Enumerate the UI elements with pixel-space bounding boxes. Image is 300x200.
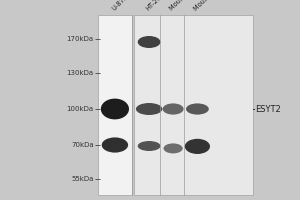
Ellipse shape: [136, 103, 162, 115]
FancyBboxPatch shape: [134, 15, 253, 195]
Ellipse shape: [164, 143, 183, 153]
Text: U-87MG: U-87MG: [111, 0, 134, 12]
Text: 170kDa: 170kDa: [67, 36, 94, 42]
Text: 70kDa: 70kDa: [71, 142, 94, 148]
Ellipse shape: [185, 139, 210, 154]
Text: Mouse liver: Mouse liver: [169, 0, 200, 12]
Ellipse shape: [163, 103, 184, 115]
Text: ESYT2: ESYT2: [256, 104, 281, 114]
Ellipse shape: [138, 141, 161, 151]
Ellipse shape: [186, 103, 209, 115]
Ellipse shape: [101, 99, 129, 119]
Text: 100kDa: 100kDa: [67, 106, 94, 112]
Ellipse shape: [102, 137, 128, 153]
FancyBboxPatch shape: [98, 15, 132, 195]
Ellipse shape: [138, 36, 161, 48]
Text: 55kDa: 55kDa: [71, 176, 94, 182]
Text: HT-29: HT-29: [145, 0, 163, 12]
Text: 130kDa: 130kDa: [67, 70, 94, 76]
Text: Mouse kidney: Mouse kidney: [193, 0, 230, 12]
